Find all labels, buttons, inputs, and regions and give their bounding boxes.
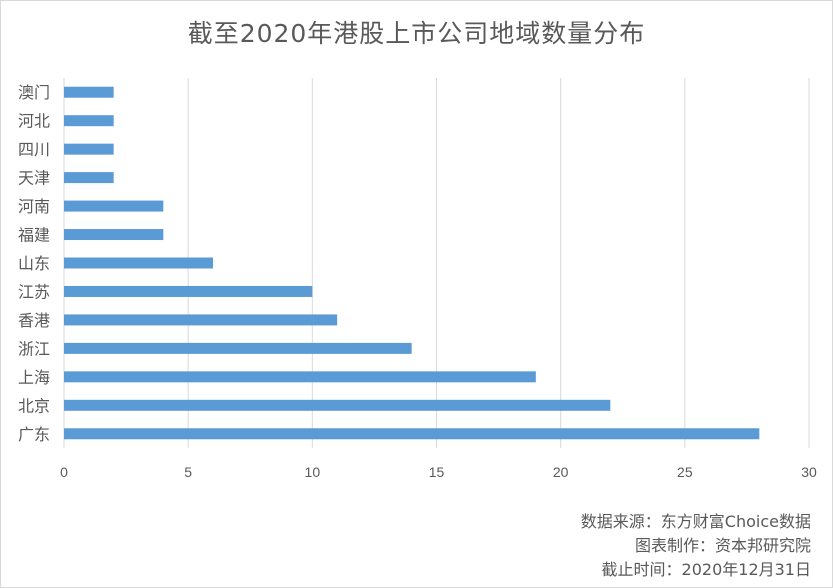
bar — [64, 200, 164, 212]
category-label: 四川 — [18, 140, 50, 159]
category-label: 上海 — [18, 368, 50, 387]
category-label: 河南 — [18, 197, 50, 216]
x-tick-label: 25 — [677, 464, 693, 480]
bar — [64, 342, 412, 354]
x-tick-label: 30 — [801, 464, 817, 480]
chart-title: 截至2020年港股上市公司地域数量分布 — [187, 19, 646, 48]
category-label: 香港 — [18, 311, 50, 330]
bar — [64, 143, 114, 155]
category-label: 广东 — [18, 425, 50, 444]
x-tick-label: 0 — [60, 464, 68, 480]
bar — [64, 314, 338, 326]
category-label: 福建 — [18, 226, 50, 245]
x-tick-label: 20 — [553, 464, 569, 480]
bar — [64, 115, 114, 127]
x-tick-label: 10 — [305, 464, 321, 480]
bar — [64, 399, 611, 411]
category-label: 河北 — [18, 112, 50, 131]
x-tick-label: 5 — [184, 464, 192, 480]
category-label: 澳门 — [18, 83, 50, 102]
maker-note: 图表制作：资本邦研究院 — [634, 536, 811, 555]
bar — [64, 428, 760, 440]
category-label: 浙江 — [18, 339, 50, 358]
date-note: 截止时间：2020年12月31日 — [601, 560, 811, 579]
bar — [64, 257, 213, 269]
category-label: 北京 — [18, 396, 50, 415]
source-note: 数据来源：东方财富Choice数据 — [580, 512, 811, 531]
category-label: 天津 — [18, 169, 50, 188]
bar — [64, 371, 536, 383]
category-label: 山东 — [18, 254, 50, 273]
category-label: 江苏 — [18, 282, 50, 301]
bar — [64, 285, 313, 297]
bar — [64, 172, 114, 184]
bar — [64, 229, 164, 241]
bar — [64, 86, 114, 98]
x-tick-label: 15 — [429, 464, 445, 480]
